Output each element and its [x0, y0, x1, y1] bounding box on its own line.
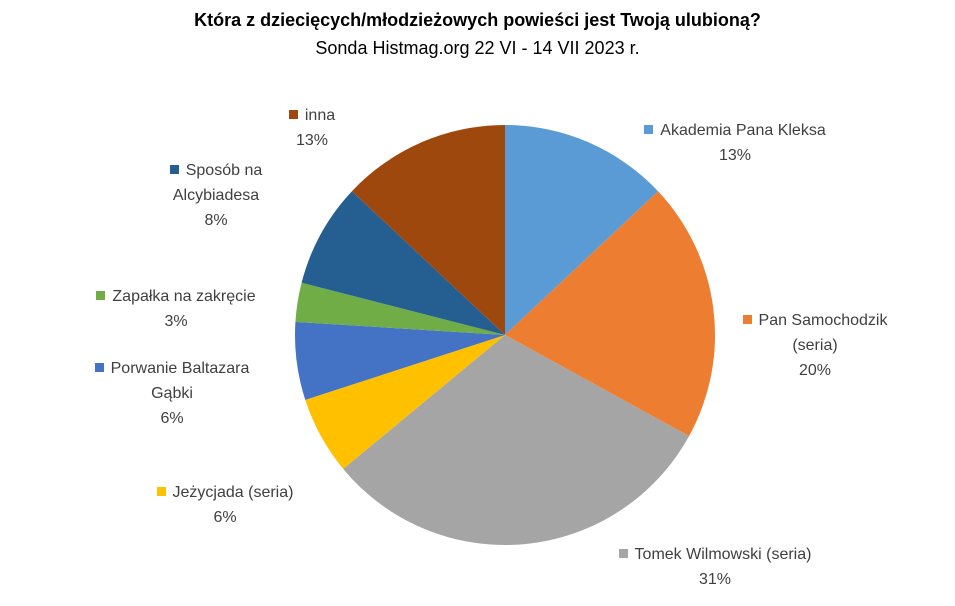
pie-slice	[301, 191, 505, 335]
pie-slice	[295, 321, 505, 400]
value-label: 8%	[204, 212, 228, 229]
value-label: 6%	[160, 410, 184, 427]
data-label: Jeżycjada (seria) 6%	[125, 480, 325, 530]
data-label: Pan Samochodzik (seria) 20%	[730, 308, 900, 383]
legend-swatch	[169, 165, 179, 174]
pie-slice	[305, 335, 505, 469]
value-label: 31%	[698, 571, 732, 588]
value-label: 6%	[213, 509, 237, 526]
pie-slice	[505, 191, 716, 437]
data-label: Zapałka na zakręcie 3%	[76, 284, 276, 334]
legend-swatch	[288, 110, 298, 119]
legend-swatch	[156, 487, 166, 496]
legend-swatch	[644, 125, 654, 134]
category-label: Porwanie Baltazara Gąbki	[110, 360, 250, 402]
pie-slice	[343, 335, 690, 546]
pie-slice	[351, 125, 505, 335]
data-label: Porwanie Baltazara Gąbki 6%	[85, 356, 260, 431]
category-label: Akademia Pana Kleksa	[660, 122, 826, 139]
legend-swatch	[742, 315, 752, 324]
category-label: inna	[304, 107, 336, 124]
data-label: Akademia Pana Kleksa 13%	[615, 118, 855, 168]
data-label: Sposób na Alcybiadesa 8%	[156, 158, 276, 233]
value-label: 13%	[295, 132, 329, 149]
category-label: Pan Samochodzik (seria)	[758, 312, 888, 354]
value-label: 20%	[798, 362, 832, 379]
category-label: Jeżycjada (seria)	[172, 484, 294, 501]
data-label: inna 13%	[272, 103, 352, 153]
category-label: Zapałka na zakręcie	[112, 288, 256, 305]
value-label: 13%	[718, 147, 752, 164]
category-label: Tomek Wilmowski (seria)	[634, 546, 812, 563]
value-label: 3%	[164, 313, 188, 330]
category-label: Sposób na Alcybiadesa	[172, 162, 263, 204]
chart-subtitle: Sonda Histmag.org 22 VI - 14 VII 2023 r.	[315, 38, 640, 58]
pie-slice	[295, 282, 505, 335]
chart-title: Która z dziecięcych/młodzieżowych powieś…	[194, 10, 761, 30]
legend-swatch	[94, 363, 104, 372]
data-label: Tomek Wilmowski (seria) 31%	[585, 542, 845, 592]
legend-swatch	[96, 291, 106, 300]
pie-slice	[505, 125, 659, 335]
legend-swatch	[618, 549, 628, 558]
